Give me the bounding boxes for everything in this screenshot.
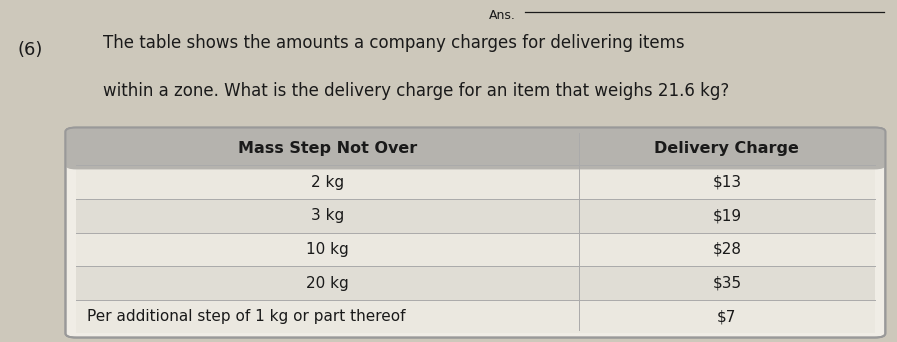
Text: 2 kg: 2 kg (311, 175, 344, 189)
Text: Mass Step Not Over: Mass Step Not Over (238, 141, 417, 156)
Bar (76, 165, 875, 199)
Bar (76, 148, 875, 165)
FancyBboxPatch shape (65, 128, 885, 169)
Text: Delivery Charge: Delivery Charge (655, 141, 799, 156)
Text: $19: $19 (712, 208, 742, 223)
Text: 3 kg: 3 kg (311, 208, 344, 223)
Text: within a zone. What is the delivery charge for an item that weighs 21.6 kg?: within a zone. What is the delivery char… (103, 82, 729, 100)
Bar (76, 266, 875, 300)
Bar (76, 300, 875, 333)
Bar (76, 233, 875, 266)
Text: Per additional step of 1 kg or part thereof: Per additional step of 1 kg or part ther… (87, 309, 405, 324)
Text: The table shows the amounts a company charges for delivering items: The table shows the amounts a company ch… (103, 34, 684, 52)
Text: $35: $35 (712, 276, 742, 290)
Text: $7: $7 (718, 309, 736, 324)
Bar (76, 199, 875, 233)
Text: (6): (6) (18, 41, 43, 59)
Text: 10 kg: 10 kg (307, 242, 349, 257)
Text: Ans.: Ans. (489, 9, 516, 22)
Text: 20 kg: 20 kg (307, 276, 349, 290)
FancyBboxPatch shape (65, 128, 885, 338)
Text: $13: $13 (712, 175, 742, 189)
Text: $28: $28 (712, 242, 742, 257)
